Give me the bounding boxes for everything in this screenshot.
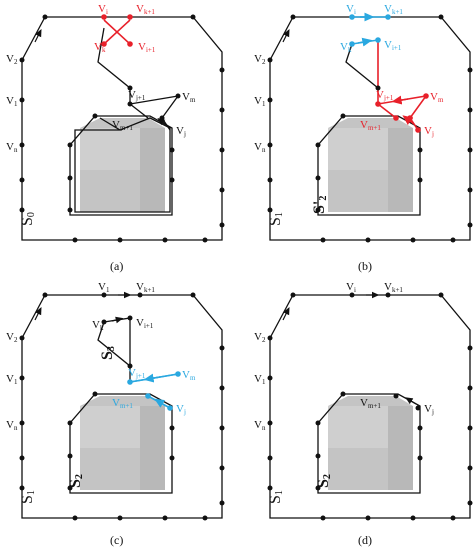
label-vm1: Vm+1	[360, 119, 381, 132]
label-s: S0	[19, 212, 37, 226]
label-vi: Vi	[346, 3, 356, 16]
label-vi: Vi	[98, 3, 108, 16]
connector-line	[129, 103, 149, 119]
label-vj: Vj	[424, 125, 434, 138]
label-s: S1	[267, 490, 285, 504]
nodes	[267, 14, 473, 243]
blue-arrow-2	[154, 398, 167, 408]
labels: V1 V2 Vn Vi Vk+1 Vk Vi+1 Vj+1 Vm Vm+1 Vj…	[254, 3, 444, 226]
label-vj: Vj	[176, 125, 186, 138]
caption-d: (d)	[358, 533, 372, 547]
label-vn: Vn	[254, 419, 266, 432]
panel-b: V1 V2 Vn Vi Vk+1 Vk Vi+1 Vj+1 Vm Vm+1 Vj…	[254, 3, 473, 273]
label-vi: Vi	[346, 281, 356, 294]
label-vk1: Vk+1	[384, 3, 403, 16]
label-vm1: Vm+1	[112, 397, 133, 410]
label-v2: V2	[254, 53, 266, 66]
label-vi: V1	[98, 281, 110, 294]
outer-boundary	[21, 16, 223, 241]
outer-boundary	[21, 294, 223, 519]
arrow-left	[282, 306, 290, 321]
label-s: S1	[267, 212, 285, 226]
arrow-k	[111, 316, 124, 324]
label-vn: Vn	[6, 419, 18, 432]
caption-b: (b)	[358, 259, 372, 273]
panel-c: V1 V2 Vn V1 Vk+1 Vk Vi+1 Vj+1 Vm Vm+1 Vj…	[6, 281, 225, 547]
label-vj1: Vj+1	[128, 89, 146, 102]
label-s: S1	[19, 490, 37, 504]
arrow-left	[34, 28, 42, 43]
arrow-left	[282, 28, 290, 43]
red-edge	[377, 103, 397, 119]
label-vj: Vj	[424, 403, 434, 416]
arrow-left	[34, 306, 42, 321]
label-vj: Vj	[176, 403, 186, 416]
label-v1: V1	[254, 373, 266, 386]
blue-k-arrow	[357, 37, 373, 47]
label-vk1: Vk+1	[136, 281, 155, 294]
label-vm1: Vm+1	[360, 397, 381, 410]
label-vk: Vk	[94, 41, 106, 54]
label-v2: V2	[6, 331, 18, 344]
building-block	[328, 396, 413, 490]
nodes	[19, 14, 225, 243]
label-vn: Vn	[6, 141, 18, 154]
label-s2: S2	[67, 474, 85, 488]
label-vk: Vk	[92, 319, 104, 332]
label-vm: Vm	[182, 369, 196, 382]
arrow-jm1	[405, 397, 417, 405]
red-arrow-2	[402, 115, 415, 125]
label-v1: V1	[254, 95, 266, 108]
label-vj1: Vj+1	[376, 89, 394, 102]
label-v1: V1	[6, 95, 18, 108]
label-vm: Vm	[430, 91, 444, 104]
blue-arrow-1	[143, 373, 161, 383]
label-s2: S2	[315, 474, 333, 488]
label-v2: V2	[254, 331, 266, 344]
caption-c: (c)	[110, 533, 123, 547]
label-v1: V1	[6, 373, 18, 386]
zigzag-route	[345, 43, 379, 89]
labels: V1 V2 Vn V1 Vk+1 Vk Vi+1 Vj+1 Vm Vm+1 Vj…	[6, 281, 196, 504]
label-vm1: Vm+1	[112, 119, 133, 132]
red-edge-2	[103, 19, 131, 45]
label-s3: S3	[99, 346, 117, 360]
label-vm: Vm	[182, 91, 196, 104]
outer-route	[74, 117, 171, 213]
label-v2: V2	[6, 53, 18, 66]
arrow-jm1	[157, 117, 169, 127]
red-nodes	[375, 93, 429, 133]
blue-nodes	[127, 371, 181, 411]
red-arrow-1	[391, 95, 409, 105]
building-block	[80, 396, 165, 490]
labels: V1 V2 Vn Vi Vk+1 Vk Vi+1 Vj+1 Vm Vm+1 Vj…	[6, 3, 196, 226]
red-nodes	[101, 14, 133, 47]
label-vi1: Vi+1	[136, 317, 154, 330]
label-s2: S'2	[311, 196, 329, 214]
panel-d: V1 V2 Vn Vi Vk+1 Vm+1 Vj S1 S2 (d)	[254, 281, 473, 547]
caption-a: (a)	[110, 259, 123, 273]
nodes	[19, 292, 225, 521]
blue-nodes	[349, 14, 391, 47]
label-vk1: Vk+1	[136, 3, 155, 16]
panel-a: V1 V2 Vn Vi Vk+1 Vk Vi+1 Vj+1 Vm Vm+1 Vj…	[6, 3, 225, 273]
label-vj1: Vj+1	[128, 367, 146, 380]
nodes	[267, 292, 473, 521]
label-vi1: Vi+1	[138, 41, 156, 54]
building-block	[328, 118, 413, 212]
building-block	[80, 118, 165, 212]
label-vk: Vk	[340, 41, 352, 54]
labels: V1 V2 Vn Vi Vk+1 Vm+1 Vj S1 S2	[254, 281, 434, 504]
outer-boundary	[269, 16, 471, 241]
label-vi1: Vi+1	[384, 39, 402, 52]
label-vn: Vn	[254, 141, 266, 154]
label-vk1: Vk+1	[384, 281, 403, 294]
outer-boundary	[269, 294, 471, 519]
